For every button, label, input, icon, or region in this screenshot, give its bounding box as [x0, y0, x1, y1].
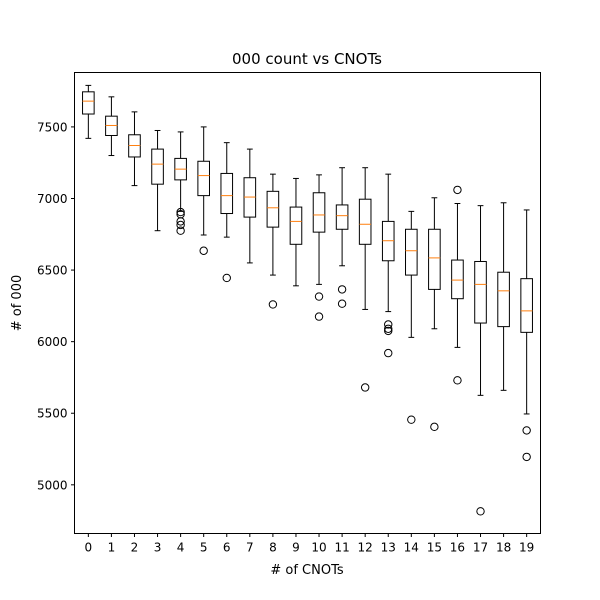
box-6 — [220, 142, 234, 283]
x-tick-label: 3 — [154, 541, 162, 555]
x-tick-label: 11 — [334, 541, 349, 555]
outlier-point — [384, 324, 393, 333]
box-15 — [428, 197, 441, 432]
x-axis-label: # of CNOTs — [270, 563, 344, 578]
outlier-point — [407, 415, 416, 424]
x-tick-label: 15 — [427, 541, 442, 555]
outlier-point — [476, 507, 485, 516]
outlier-point — [337, 285, 347, 294]
x-tick-label: 16 — [450, 541, 465, 555]
outlier-point — [337, 299, 347, 308]
iqr-box — [312, 192, 326, 233]
outlier-point — [453, 185, 462, 195]
outlier-point — [222, 273, 231, 283]
outlier-point — [176, 226, 185, 235]
y-tick-label: 6000 — [37, 335, 68, 349]
y-tick-label: 7500 — [37, 120, 68, 134]
x-tick-label: 17 — [473, 541, 488, 555]
outlier-point — [176, 217, 185, 226]
iqr-box — [82, 91, 95, 115]
y-axis: 5000 5500 6000 6500 7000 7500 — [37, 120, 75, 492]
outlier-point — [522, 452, 531, 462]
x-tick-label: 8 — [269, 541, 277, 555]
x-tick-label: 7 — [246, 541, 254, 555]
outlier-point — [430, 422, 439, 432]
plot-area — [82, 84, 533, 516]
outlier-point — [384, 348, 393, 358]
box-1 — [105, 96, 118, 157]
iqr-box — [405, 228, 418, 276]
outlier-point — [314, 312, 324, 321]
box-12 — [358, 167, 372, 392]
box-18 — [497, 202, 510, 391]
box-19 — [520, 209, 533, 462]
iqr-box — [358, 198, 372, 245]
iqr-box — [520, 278, 533, 333]
outlier-point — [360, 383, 370, 392]
box-13 — [381, 173, 395, 358]
x-tick-label: 13 — [381, 541, 396, 555]
outlier-point — [522, 426, 531, 435]
box-10 — [312, 174, 326, 321]
y-axis-label: # of 000 — [10, 275, 25, 332]
box-3 — [151, 129, 164, 232]
box-11 — [335, 167, 349, 308]
chart-title: 000 count vs CNOTs — [232, 50, 382, 68]
outlier-point — [453, 376, 462, 385]
outlier-point — [199, 246, 208, 255]
outlier-point — [176, 220, 185, 230]
box-8 — [266, 173, 280, 309]
y-tick-label: 6500 — [37, 264, 68, 278]
x-tick-label: 0 — [85, 541, 93, 555]
x-tick-label: 6 — [223, 541, 231, 555]
x-axis: 0 1 2 3 4 5 6 7 8 9 10 11 12 13 14 15 16 17 18 19 — [85, 533, 534, 555]
x-tick-label: 19 — [519, 541, 534, 555]
box-7 — [243, 148, 257, 264]
box-9 — [289, 177, 303, 287]
x-tick-label: 12 — [358, 541, 373, 555]
box-4 — [174, 131, 187, 235]
outlier-point — [384, 320, 393, 329]
x-tick-label: 9 — [292, 541, 300, 555]
outlier-point — [384, 326, 393, 336]
outlier-point — [314, 292, 324, 301]
y-tick-label: 5000 — [37, 478, 68, 492]
x-tick-label: 14 — [404, 541, 419, 555]
x-tick-label: 18 — [496, 541, 511, 555]
iqr-box — [266, 190, 280, 228]
iqr-box — [335, 204, 349, 230]
iqr-box — [289, 206, 303, 245]
box-2 — [128, 111, 141, 187]
box-0 — [82, 84, 95, 139]
box-5 — [197, 126, 210, 255]
iqr-box — [197, 160, 210, 197]
box-16 — [451, 185, 464, 385]
y-tick-label: 5500 — [37, 407, 68, 421]
x-tick-label: 2 — [131, 541, 139, 555]
iqr-box — [220, 172, 234, 215]
iqr-box — [151, 148, 164, 185]
box-14 — [405, 210, 418, 424]
y-tick-label: 7000 — [37, 192, 68, 206]
outlier-point — [176, 207, 185, 217]
iqr-box — [474, 260, 487, 324]
axes-frame — [74, 72, 541, 534]
outlier-point — [268, 300, 278, 309]
x-tick-label: 1 — [108, 541, 116, 555]
x-tick-label: 4 — [177, 541, 185, 555]
iqr-box — [451, 259, 464, 300]
iqr-box — [428, 228, 441, 290]
x-tick-label: 5 — [200, 541, 208, 555]
iqr-box — [497, 271, 510, 328]
x-tick-label: 10 — [311, 541, 326, 555]
box-17 — [474, 205, 487, 516]
